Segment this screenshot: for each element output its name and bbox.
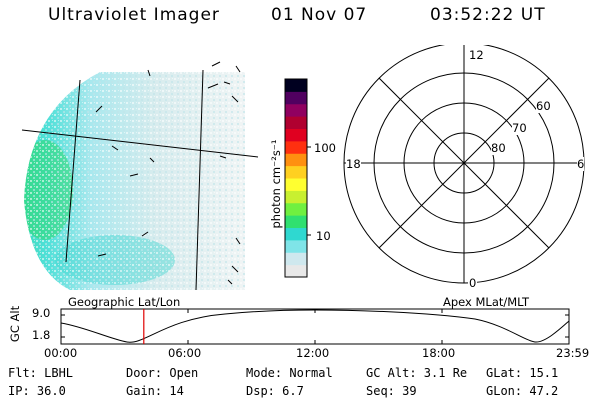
timeline-xtick-0000: 00:00 (44, 346, 78, 360)
colorbar-stripe (285, 252, 307, 266)
colorbar-stripe (285, 79, 307, 92)
colorbar-stripe (285, 116, 307, 130)
info-filter: Flt: LBHL (8, 366, 74, 380)
colorbar-stripe (285, 190, 307, 204)
colorbar-stripe (285, 202, 307, 216)
colorbar-stripe (285, 103, 307, 117)
colorbar-gradient (285, 79, 307, 278)
polar-label-lat-70: 70 (512, 121, 527, 135)
polar-label-mlt-0: 0 (468, 276, 478, 290)
colorbar-stripe (285, 128, 307, 142)
timeline-left-label: Geographic Lat/Lon (68, 295, 181, 309)
colorbar-stripe (285, 239, 307, 253)
timeline-frame (60, 308, 570, 345)
polar-label-mlt-18: 18 (346, 157, 361, 171)
colorbar-stripe (285, 153, 307, 167)
altitude-curve (60, 309, 570, 343)
timeline-xtick-0600: 06:00 (168, 346, 202, 360)
colorbar-stripe (285, 178, 307, 191)
image-title: Ultraviolet Imager (48, 5, 220, 25)
colorbar-stripe (285, 140, 307, 154)
timeline-ytick-low: 1.8 (32, 328, 51, 342)
polar-label-mlt-6: 6 (577, 157, 585, 171)
polar-label-lat-80: 80 (491, 141, 506, 155)
colorbar-stripe (285, 227, 307, 241)
geographic-grid-lines (21, 69, 259, 291)
intensity-colorbar (284, 78, 311, 278)
polar-diagonal-2 (378, 77, 550, 249)
timeline-right-label: Apex MLat/MLT (443, 295, 530, 309)
colorbar-stripe (285, 264, 307, 278)
colorbar-tick-100: 100 (314, 141, 336, 155)
info-mode: Mode: Normal (246, 366, 333, 380)
timeline-ytick-high: 9.0 (32, 306, 51, 320)
image-time: 03:52:22 UT (430, 5, 546, 25)
coastline-fragments (95, 61, 241, 285)
timeline-xtick-2359: 23:59 (556, 346, 590, 360)
polar-mlat-mlt-plot (343, 45, 585, 284)
colorbar-unit-label: photon cm⁻²s⁻¹ (269, 139, 283, 229)
timeline-xtick-1800: 18:00 (422, 346, 456, 360)
orbit-altitude-timeline (60, 308, 570, 345)
timeline-xtick-1200: 12:00 (296, 346, 330, 360)
info-gc-alt: GC Alt: 3.1 Re (366, 366, 468, 380)
info-glat: GLat: 15.1 (486, 366, 559, 380)
info-ip: IP: 36.0 (8, 384, 66, 398)
info-gain: Gain: 14 (126, 384, 184, 398)
colorbar-tick-10: 10 (316, 229, 331, 243)
colorbar-stripe (285, 165, 307, 179)
info-dsp: Dsp: 6.7 (246, 384, 304, 398)
timeline-axis-label: GC Alt (8, 305, 22, 343)
info-seq: Seq: 39 (366, 384, 417, 398)
polar-label-lat-60: 60 (536, 99, 551, 113)
uv-intensity-disk (24, 72, 245, 290)
colorbar-frame (284, 78, 308, 278)
info-door: Door: Open (126, 366, 199, 380)
info-glon: GLon: 47.2 (486, 384, 559, 398)
colorbar-stripe (285, 215, 307, 229)
image-date: 01 Nov 07 (271, 5, 368, 25)
polar-label-mlt-12: 12 (468, 48, 485, 62)
colorbar-stripe (285, 91, 307, 105)
